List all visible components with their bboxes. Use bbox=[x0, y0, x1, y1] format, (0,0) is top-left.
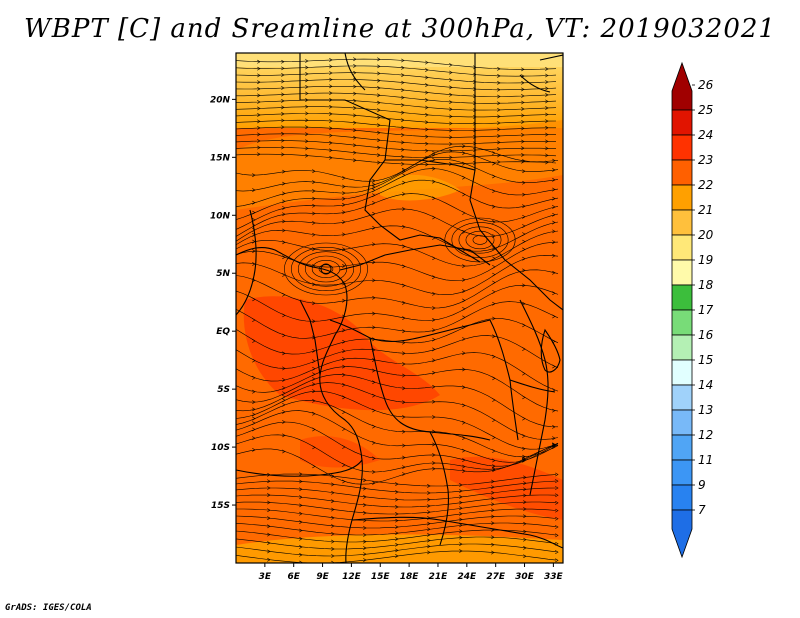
colorbar-label: 26 bbox=[698, 78, 714, 92]
grads-credit: GrADS: IGES/COLA bbox=[5, 603, 92, 613]
colorbar-label: 11 bbox=[698, 453, 713, 467]
colorbar-swatch bbox=[671, 409, 693, 436]
colorbar-label: 18 bbox=[698, 278, 714, 292]
map-title: WBPT [C] and Sreamline at 300hPa, VT: 20… bbox=[24, 14, 776, 44]
streamlines bbox=[236, 57, 559, 563]
colorbar-label: 14 bbox=[698, 378, 713, 392]
cyclone-center-marker bbox=[320, 263, 332, 275]
colorbar-swatch bbox=[671, 509, 693, 559]
colorbar-label: 19 bbox=[698, 253, 713, 267]
lat-axis: 20N 15N 10N 5N EQ 5S 10S 15S bbox=[210, 95, 236, 511]
map-panel bbox=[236, 53, 563, 563]
lon-tick-label: 9E bbox=[316, 572, 329, 582]
lon-tick-label: 27E bbox=[486, 572, 506, 582]
country-boundaries bbox=[236, 53, 563, 563]
colorbar-label: 22 bbox=[698, 178, 713, 192]
colorbar-label: 15 bbox=[698, 353, 713, 367]
colorbar-swatch bbox=[671, 309, 693, 336]
colorbar-label: 7 bbox=[698, 503, 706, 517]
colorbar: 26 25 24 23 22 21 20 19 18 17 16 15 14 13 12 11 9 7 bbox=[671, 61, 714, 559]
lat-tick-label: EQ bbox=[216, 327, 230, 337]
wbpt-red-patch bbox=[243, 296, 440, 411]
colorbar-swatch bbox=[671, 359, 693, 386]
wbpt-orange-patch bbox=[236, 120, 563, 210]
colorbar-swatch bbox=[671, 134, 693, 161]
colorbar-swatch bbox=[671, 459, 693, 486]
lat-tick-label: 20N bbox=[210, 95, 231, 105]
map-frame bbox=[235, 52, 564, 564]
colorbar-swatch bbox=[671, 384, 693, 411]
lat-tick-label: 15N bbox=[210, 153, 231, 163]
lat-tick-label: 10S bbox=[211, 443, 230, 453]
colorbar-swatch bbox=[671, 184, 693, 211]
lat-tick-label: 10N bbox=[210, 211, 231, 221]
colorbar-label: 21 bbox=[698, 203, 713, 217]
colorbar-swatch bbox=[671, 259, 693, 286]
lon-tick-label: 21E bbox=[429, 572, 449, 582]
lat-tick-label: 15S bbox=[211, 501, 230, 511]
lon-tick-label: 15E bbox=[371, 572, 391, 582]
colorbar-swatch bbox=[671, 159, 693, 186]
colorbar-swatch bbox=[671, 234, 693, 261]
colorbar-label: 20 bbox=[698, 228, 714, 242]
colorbar-label: 12 bbox=[698, 428, 713, 442]
lon-tick-label: 6E bbox=[287, 572, 300, 582]
wbpt-light-patch bbox=[380, 174, 460, 201]
colorbar-swatch bbox=[671, 484, 693, 511]
lon-tick-label: 3E bbox=[259, 572, 272, 582]
colorbar-label: 9 bbox=[698, 478, 706, 492]
lon-tick-label: 30E bbox=[515, 572, 535, 582]
colorbar-swatch bbox=[671, 284, 693, 311]
lat-tick-label: 5N bbox=[216, 269, 230, 279]
lat-tick-label: 5S bbox=[217, 385, 230, 395]
lon-tick-label: 12E bbox=[342, 572, 362, 582]
colorbar-swatch bbox=[671, 109, 693, 136]
lon-tick-label: 18E bbox=[400, 572, 420, 582]
colorbar-swatch bbox=[671, 434, 693, 461]
colorbar-swatch bbox=[671, 209, 693, 236]
colorbar-label: 25 bbox=[698, 103, 713, 117]
colorbar-label: 17 bbox=[698, 303, 714, 317]
colorbar-label: 24 bbox=[698, 128, 713, 142]
lon-axis: 3E 6E 9E 12E 15E 18E 21E 24E 27E 30E 33E bbox=[259, 563, 564, 582]
colorbar-swatch bbox=[671, 334, 693, 361]
wbpt-red-patch-2 bbox=[300, 436, 380, 468]
lon-tick-label: 24E bbox=[457, 572, 477, 582]
colorbar-label: 23 bbox=[698, 153, 713, 167]
colorbar-swatch bbox=[671, 61, 693, 111]
colorbar-label: 16 bbox=[698, 328, 714, 342]
colorbar-label: 13 bbox=[698, 403, 713, 417]
lon-tick-label: 33E bbox=[544, 572, 564, 582]
